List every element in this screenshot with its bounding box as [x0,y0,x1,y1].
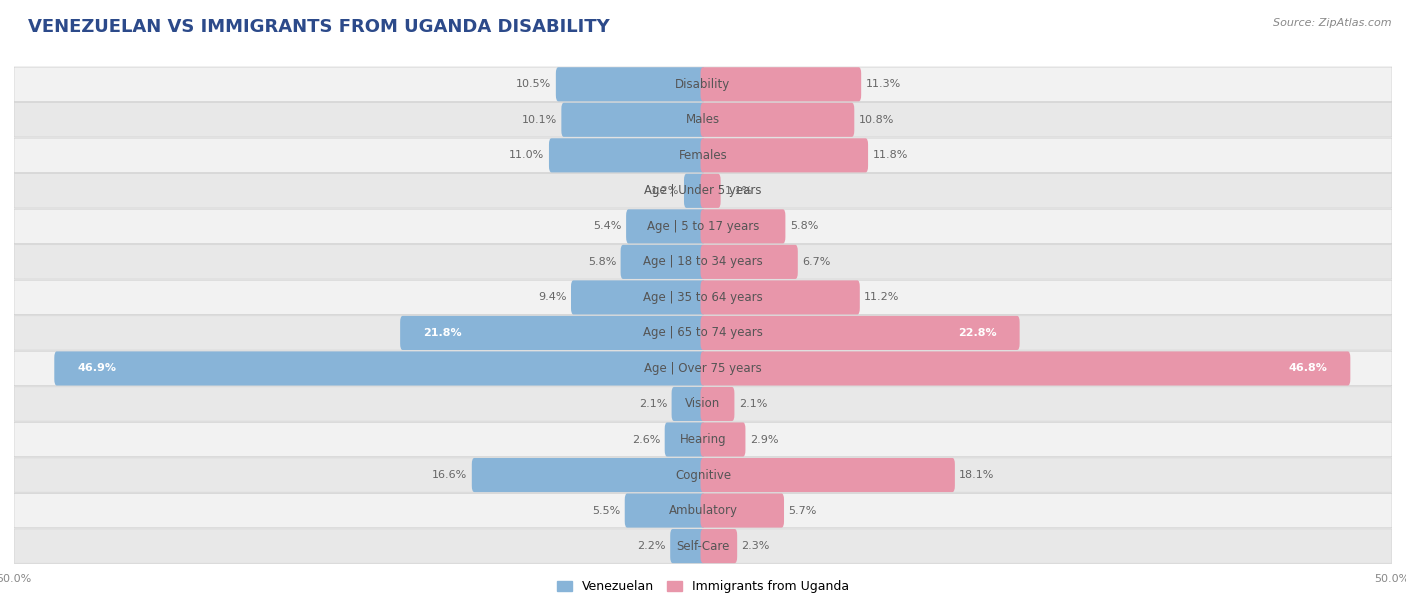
Text: 10.5%: 10.5% [516,80,551,89]
Text: Ambulatory: Ambulatory [668,504,738,517]
FancyBboxPatch shape [700,458,955,492]
FancyBboxPatch shape [14,529,1392,563]
FancyBboxPatch shape [620,245,706,279]
Text: 2.1%: 2.1% [738,399,768,409]
FancyBboxPatch shape [472,458,706,492]
Text: Source: ZipAtlas.com: Source: ZipAtlas.com [1274,18,1392,28]
FancyBboxPatch shape [14,103,1392,137]
FancyBboxPatch shape [700,493,785,528]
FancyBboxPatch shape [548,138,706,173]
Text: Males: Males [686,113,720,126]
Text: 11.8%: 11.8% [873,151,908,160]
FancyBboxPatch shape [700,174,721,208]
Text: Self-Care: Self-Care [676,540,730,553]
Text: 11.0%: 11.0% [509,151,544,160]
FancyBboxPatch shape [665,422,706,457]
Text: Cognitive: Cognitive [675,469,731,482]
FancyBboxPatch shape [14,316,1392,350]
FancyBboxPatch shape [700,351,1350,386]
Text: Age | 65 to 74 years: Age | 65 to 74 years [643,326,763,340]
Text: 5.8%: 5.8% [588,257,616,267]
Text: Age | 35 to 64 years: Age | 35 to 64 years [643,291,763,304]
FancyBboxPatch shape [571,280,706,315]
Text: 2.9%: 2.9% [749,435,779,444]
FancyBboxPatch shape [700,209,786,244]
Text: 22.8%: 22.8% [957,328,997,338]
FancyBboxPatch shape [401,316,706,350]
FancyBboxPatch shape [55,351,706,386]
Text: 6.7%: 6.7% [803,257,831,267]
Text: 21.8%: 21.8% [423,328,463,338]
Text: VENEZUELAN VS IMMIGRANTS FROM UGANDA DISABILITY: VENEZUELAN VS IMMIGRANTS FROM UGANDA DIS… [28,18,610,36]
Text: 5.4%: 5.4% [593,222,621,231]
Text: 5.8%: 5.8% [790,222,818,231]
FancyBboxPatch shape [14,209,1392,244]
FancyBboxPatch shape [624,493,706,528]
FancyBboxPatch shape [555,67,706,102]
Text: 11.3%: 11.3% [866,80,901,89]
Text: 1.1%: 1.1% [725,186,754,196]
Text: 2.3%: 2.3% [741,541,770,551]
Text: 16.6%: 16.6% [432,470,467,480]
FancyBboxPatch shape [700,529,737,563]
FancyBboxPatch shape [671,529,706,563]
FancyBboxPatch shape [14,422,1392,457]
Text: Disability: Disability [675,78,731,91]
FancyBboxPatch shape [683,174,706,208]
FancyBboxPatch shape [14,458,1392,492]
FancyBboxPatch shape [14,493,1392,528]
FancyBboxPatch shape [700,245,797,279]
Text: Hearing: Hearing [679,433,727,446]
FancyBboxPatch shape [14,245,1392,279]
Text: 5.7%: 5.7% [789,506,817,515]
Text: Age | Over 75 years: Age | Over 75 years [644,362,762,375]
Text: Age | 18 to 34 years: Age | 18 to 34 years [643,255,763,269]
Legend: Venezuelan, Immigrants from Uganda: Venezuelan, Immigrants from Uganda [553,575,853,599]
Text: 9.4%: 9.4% [538,293,567,302]
FancyBboxPatch shape [700,387,734,421]
FancyBboxPatch shape [14,280,1392,315]
FancyBboxPatch shape [700,316,1019,350]
FancyBboxPatch shape [672,387,706,421]
FancyBboxPatch shape [700,422,745,457]
FancyBboxPatch shape [14,174,1392,208]
FancyBboxPatch shape [14,138,1392,173]
FancyBboxPatch shape [626,209,706,244]
FancyBboxPatch shape [700,103,855,137]
FancyBboxPatch shape [700,67,862,102]
FancyBboxPatch shape [14,387,1392,421]
FancyBboxPatch shape [700,280,860,315]
Text: 11.2%: 11.2% [865,293,900,302]
Text: 2.2%: 2.2% [637,541,666,551]
Text: Females: Females [679,149,727,162]
Text: 18.1%: 18.1% [959,470,994,480]
Text: 1.2%: 1.2% [651,186,679,196]
Text: Age | 5 to 17 years: Age | 5 to 17 years [647,220,759,233]
Text: 46.8%: 46.8% [1288,364,1327,373]
Text: 2.6%: 2.6% [631,435,661,444]
FancyBboxPatch shape [14,67,1392,102]
FancyBboxPatch shape [561,103,706,137]
Text: 10.1%: 10.1% [522,115,557,125]
FancyBboxPatch shape [700,138,868,173]
Text: 2.1%: 2.1% [638,399,668,409]
Text: 5.5%: 5.5% [592,506,620,515]
Text: 10.8%: 10.8% [859,115,894,125]
Text: Vision: Vision [685,397,721,411]
Text: 46.9%: 46.9% [77,364,117,373]
FancyBboxPatch shape [14,351,1392,386]
Text: Age | Under 5 years: Age | Under 5 years [644,184,762,197]
